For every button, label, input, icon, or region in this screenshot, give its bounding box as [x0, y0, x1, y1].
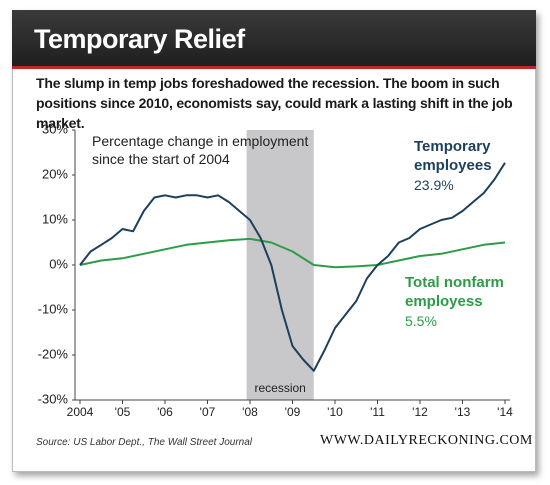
annotation: Percentage change in employment since th… — [92, 133, 309, 167]
x-tick-label: '05 — [115, 405, 131, 419]
recession-band — [246, 130, 314, 400]
y-tick-label: 10% — [42, 211, 68, 226]
x-tick-label: '07 — [200, 405, 216, 419]
y-tick-label: -10% — [38, 301, 69, 316]
x-tick-label: '06 — [157, 405, 173, 419]
series-end-label: 5.5% — [405, 313, 437, 329]
x-tick-label: '12 — [412, 405, 428, 419]
series-label: Total nonfarm employess — [405, 274, 504, 310]
x-tick-label: '13 — [455, 405, 471, 419]
source: Source: US Labor Dept., The Wall Street … — [36, 437, 253, 448]
x-tick-label: '09 — [285, 405, 301, 419]
y-tick-label: 30% — [42, 121, 68, 136]
x-tick-label: '11 — [370, 405, 385, 419]
title-bar: Temporary Relief — [12, 10, 536, 69]
subtitle: The slump in temp jobs foreshadowed the … — [36, 75, 513, 131]
y-tick-label: -20% — [38, 346, 69, 361]
series-line — [79, 237, 506, 269]
chart-title: Temporary Relief — [34, 24, 245, 54]
x-tick-label: '14 — [497, 405, 513, 419]
x-tick-label: 2004 — [67, 405, 94, 419]
credit: WWW.DAILYRECKONING.COM — [320, 433, 533, 448]
y-tick-label: 0% — [49, 256, 68, 271]
series-label: Temporary employees — [414, 138, 492, 174]
series-line — [79, 162, 506, 372]
x-tick-label: '10 — [327, 405, 343, 419]
series-end-label: 23.9% — [414, 177, 454, 193]
y-tick-label: -30% — [38, 391, 69, 406]
y-tick-label: 20% — [42, 166, 68, 181]
x-tick-label: '08 — [242, 405, 258, 419]
recession-label: recession — [254, 381, 305, 395]
